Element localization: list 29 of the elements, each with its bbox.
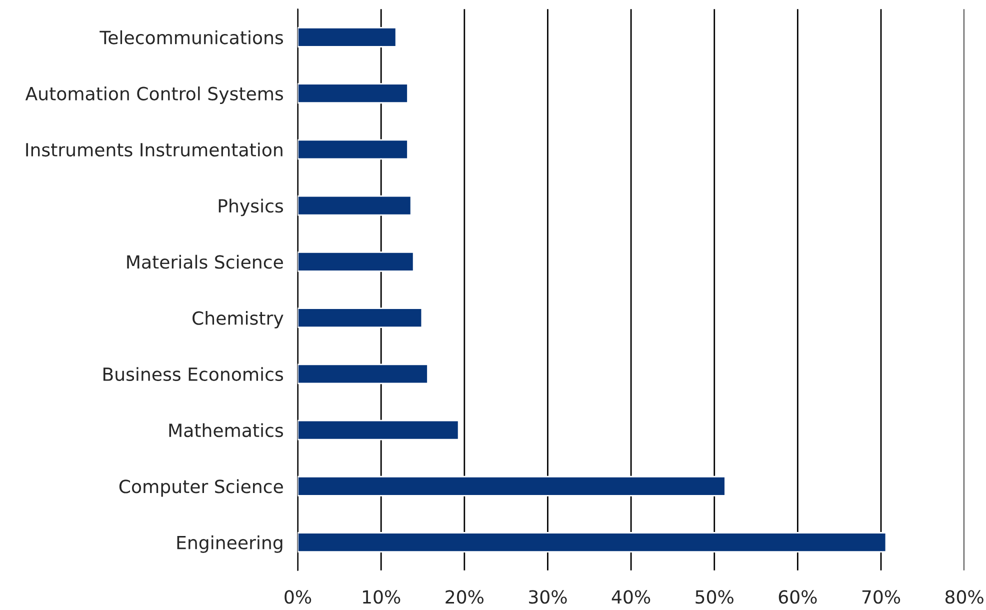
bar <box>298 83 408 104</box>
y-tick-label: Engineering <box>177 535 282 553</box>
y-tick-label: Chemistry <box>192 310 284 328</box>
bar <box>298 308 423 328</box>
y-tick-label: Automation Control Systems <box>25 86 284 104</box>
y-tick-label: Telecommunications <box>100 30 284 44</box>
y-tick-label: Instruments Instrumentation <box>26 142 282 157</box>
bar <box>298 476 726 496</box>
y-tick-label: Physics <box>218 198 284 216</box>
bar <box>298 251 414 272</box>
bar <box>298 195 412 216</box>
x-tick-label: 70% <box>862 590 900 604</box>
x-tick-label: 60% <box>778 590 817 604</box>
y-tick-label: Materials Science <box>127 254 283 269</box>
bar <box>298 26 397 48</box>
x-tick-label: 20% <box>446 590 484 604</box>
x-tick-label: 40% <box>612 590 650 604</box>
bar <box>298 420 460 440</box>
bar <box>298 139 408 160</box>
x-tick-label: 30% <box>529 590 567 604</box>
bar <box>298 532 887 553</box>
y-tick-label: Business Economics <box>103 367 284 382</box>
x-tick-label: 50% <box>696 590 734 604</box>
y-tick-label: Mathematics <box>169 423 284 438</box>
bar <box>298 364 428 384</box>
x-tick-label: 0% <box>284 590 312 604</box>
x-tick-label: 10% <box>363 590 400 604</box>
x-tick-label: 80% <box>945 590 984 604</box>
y-tick-label: Computer Science <box>119 479 283 497</box>
